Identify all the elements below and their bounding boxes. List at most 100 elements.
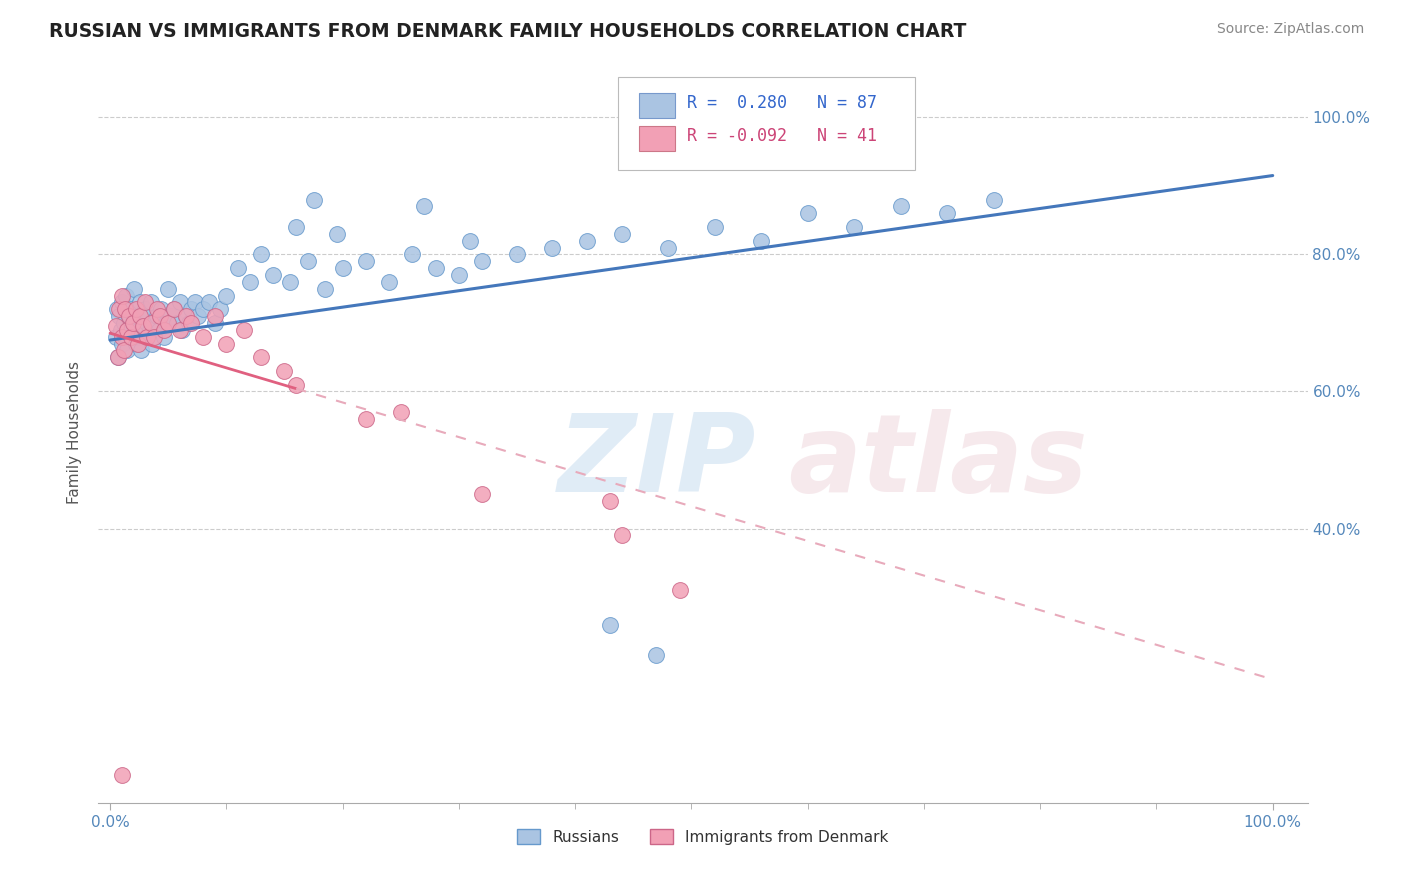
Text: R =  0.280   N = 87: R = 0.280 N = 87 — [688, 95, 877, 112]
Point — [215, 288, 238, 302]
Point — [127, 329, 149, 343]
Point — [172, 323, 194, 337]
Point — [127, 336, 149, 351]
Point — [232, 323, 254, 337]
Point — [129, 309, 152, 323]
Point — [354, 254, 377, 268]
Point — [114, 329, 136, 343]
Point — [134, 295, 156, 310]
Point — [215, 336, 238, 351]
FancyBboxPatch shape — [638, 93, 675, 118]
Point — [139, 295, 162, 310]
Point — [104, 329, 127, 343]
Point — [169, 323, 191, 337]
Point — [110, 323, 132, 337]
Point — [131, 309, 153, 323]
Point — [120, 302, 142, 317]
Point — [112, 343, 135, 358]
Point — [132, 319, 155, 334]
Point — [191, 302, 214, 317]
Point — [118, 309, 141, 323]
Point — [136, 329, 159, 343]
Point — [111, 768, 134, 782]
Point — [354, 412, 377, 426]
Text: R = -0.092   N = 41: R = -0.092 N = 41 — [688, 128, 877, 145]
Point — [166, 316, 188, 330]
Point — [111, 329, 134, 343]
Point — [105, 302, 128, 317]
Point — [506, 247, 529, 261]
Point — [844, 219, 866, 234]
Point — [118, 323, 141, 337]
Point — [703, 219, 725, 234]
Point — [460, 234, 482, 248]
Point — [599, 494, 621, 508]
Point — [599, 617, 621, 632]
Point — [239, 275, 262, 289]
Point — [645, 648, 668, 663]
Legend: Russians, Immigrants from Denmark: Russians, Immigrants from Denmark — [512, 822, 894, 851]
Text: RUSSIAN VS IMMIGRANTS FROM DENMARK FAMILY HOUSEHOLDS CORRELATION CHART: RUSSIAN VS IMMIGRANTS FROM DENMARK FAMIL… — [49, 22, 966, 41]
Point — [285, 377, 308, 392]
Point — [180, 302, 202, 317]
Point — [125, 309, 148, 323]
Point — [198, 295, 221, 310]
Point — [141, 336, 163, 351]
Point — [285, 219, 308, 234]
Point — [668, 583, 690, 598]
Point — [278, 275, 301, 289]
Point — [184, 295, 207, 310]
Point — [169, 295, 191, 310]
Point — [152, 323, 174, 337]
Point — [163, 302, 186, 317]
Point — [107, 350, 129, 364]
Point — [157, 282, 180, 296]
Point — [159, 309, 181, 323]
Y-axis label: Family Households: Family Households — [67, 361, 83, 504]
Point — [936, 206, 959, 220]
Point — [657, 240, 679, 255]
Text: Source: ZipAtlas.com: Source: ZipAtlas.com — [1216, 22, 1364, 37]
Point — [471, 487, 494, 501]
Point — [150, 302, 173, 317]
Point — [111, 336, 134, 351]
Point — [983, 193, 1005, 207]
Point — [108, 302, 131, 317]
Point — [117, 343, 139, 358]
Point — [226, 261, 249, 276]
Point — [131, 319, 153, 334]
Point — [122, 316, 145, 330]
Point — [796, 206, 818, 220]
Point — [135, 329, 157, 343]
Text: atlas: atlas — [787, 409, 1087, 516]
Point — [145, 309, 167, 323]
Point — [121, 329, 143, 343]
Point — [610, 528, 633, 542]
Point — [191, 329, 214, 343]
FancyBboxPatch shape — [619, 78, 915, 169]
Point — [890, 199, 912, 213]
Point — [204, 316, 226, 330]
Point — [138, 323, 160, 337]
Point — [174, 309, 197, 323]
Point — [111, 295, 134, 310]
Point — [273, 364, 295, 378]
Point — [124, 302, 146, 317]
Point — [250, 247, 273, 261]
Point — [128, 323, 150, 337]
Point — [120, 329, 142, 343]
Point — [148, 323, 170, 337]
Point — [111, 288, 134, 302]
Point — [136, 316, 159, 330]
Point — [129, 295, 152, 310]
Point — [157, 316, 180, 330]
Point — [134, 302, 156, 317]
Point — [204, 309, 226, 323]
Point — [145, 302, 167, 317]
Point — [389, 405, 412, 419]
Point — [209, 302, 232, 317]
Point — [143, 329, 166, 343]
Point — [575, 234, 598, 248]
Point — [118, 309, 141, 323]
Point — [314, 282, 336, 296]
